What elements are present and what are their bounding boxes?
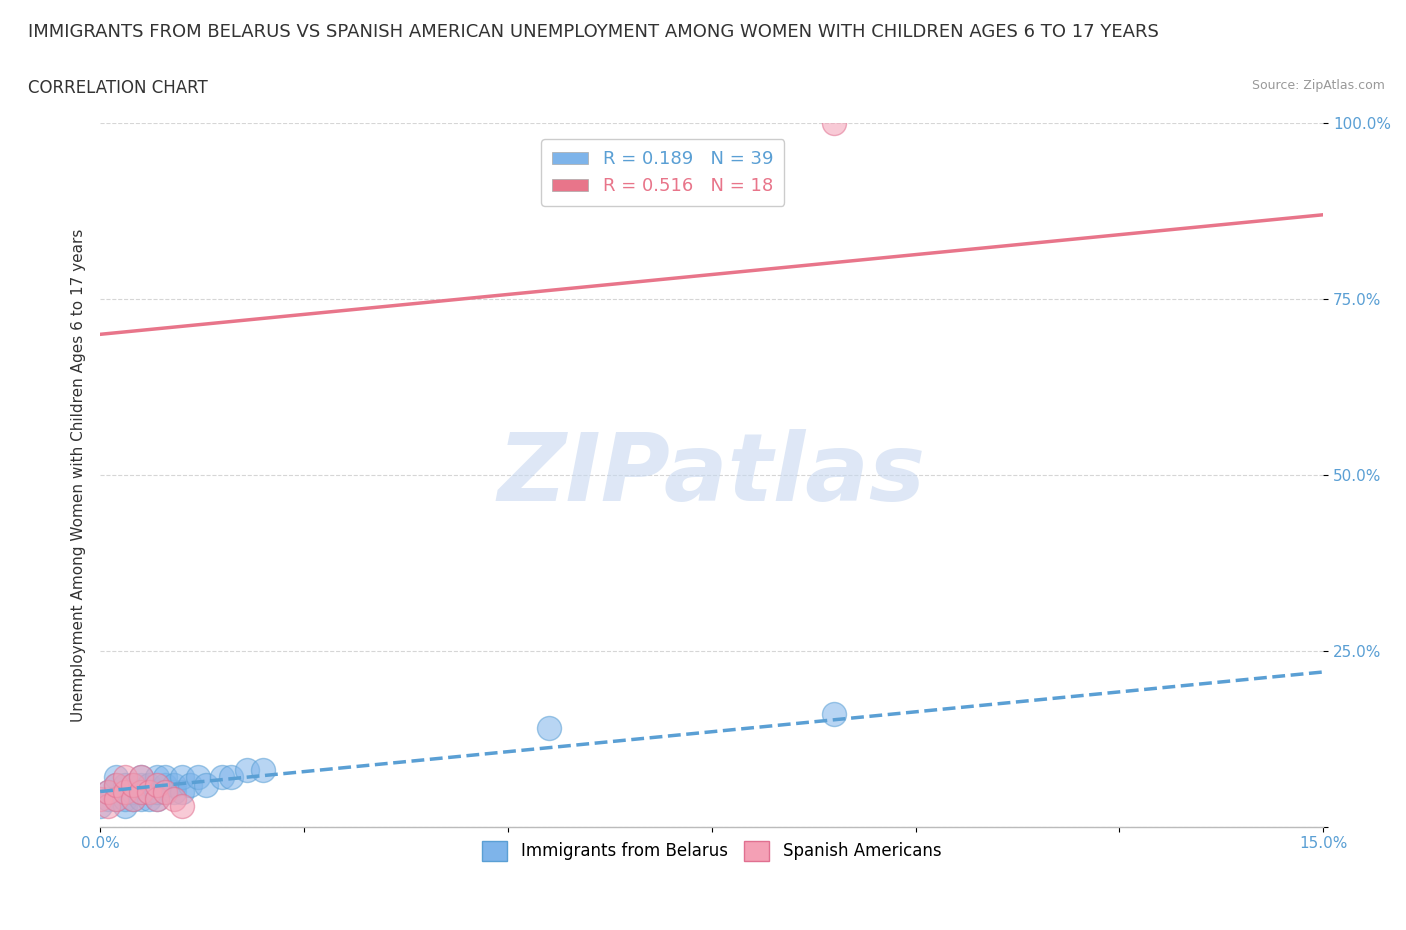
Point — [146, 791, 169, 806]
Point — [146, 791, 169, 806]
Point — [89, 798, 111, 813]
Point — [537, 721, 560, 736]
Point — [129, 770, 152, 785]
Point — [195, 777, 218, 792]
Point — [187, 770, 209, 785]
Point — [823, 116, 845, 131]
Point — [162, 777, 184, 792]
Point — [97, 791, 120, 806]
Text: ZIPatlas: ZIPatlas — [498, 429, 925, 521]
Point — [155, 784, 177, 799]
Point — [105, 791, 128, 806]
Legend: Immigrants from Belarus, Spanish Americans: Immigrants from Belarus, Spanish America… — [475, 834, 948, 868]
Point — [114, 784, 136, 799]
Point — [121, 784, 143, 799]
Point — [129, 791, 152, 806]
Point — [138, 784, 160, 799]
Point — [121, 777, 143, 792]
Point — [162, 791, 184, 806]
Point — [252, 763, 274, 777]
Point — [121, 777, 143, 792]
Point — [162, 784, 184, 799]
Point — [219, 770, 242, 785]
Point — [129, 770, 152, 785]
Point — [823, 707, 845, 722]
Point — [121, 791, 143, 806]
Point — [114, 770, 136, 785]
Point — [138, 784, 160, 799]
Point — [129, 784, 152, 799]
Point — [170, 770, 193, 785]
Point — [146, 784, 169, 799]
Point — [138, 777, 160, 792]
Point — [138, 791, 160, 806]
Point — [170, 798, 193, 813]
Point — [129, 784, 152, 799]
Text: IMMIGRANTS FROM BELARUS VS SPANISH AMERICAN UNEMPLOYMENT AMONG WOMEN WITH CHILDR: IMMIGRANTS FROM BELARUS VS SPANISH AMERI… — [28, 23, 1159, 41]
Point — [114, 784, 136, 799]
Point — [179, 777, 201, 792]
Point — [170, 784, 193, 799]
Point — [89, 791, 111, 806]
Point — [146, 770, 169, 785]
Point — [97, 784, 120, 799]
Point — [155, 770, 177, 785]
Text: CORRELATION CHART: CORRELATION CHART — [28, 79, 208, 97]
Point — [121, 791, 143, 806]
Text: Source: ZipAtlas.com: Source: ZipAtlas.com — [1251, 79, 1385, 92]
Point — [105, 777, 128, 792]
Point — [129, 777, 152, 792]
Point — [97, 784, 120, 799]
Point — [211, 770, 233, 785]
Point — [114, 777, 136, 792]
Point — [155, 777, 177, 792]
Point — [114, 791, 136, 806]
Point — [105, 791, 128, 806]
Point — [236, 763, 259, 777]
Point — [105, 770, 128, 785]
Point — [146, 777, 169, 792]
Y-axis label: Unemployment Among Women with Children Ages 6 to 17 years: Unemployment Among Women with Children A… — [72, 229, 86, 722]
Point — [114, 798, 136, 813]
Point — [155, 784, 177, 799]
Point — [105, 777, 128, 792]
Point — [97, 798, 120, 813]
